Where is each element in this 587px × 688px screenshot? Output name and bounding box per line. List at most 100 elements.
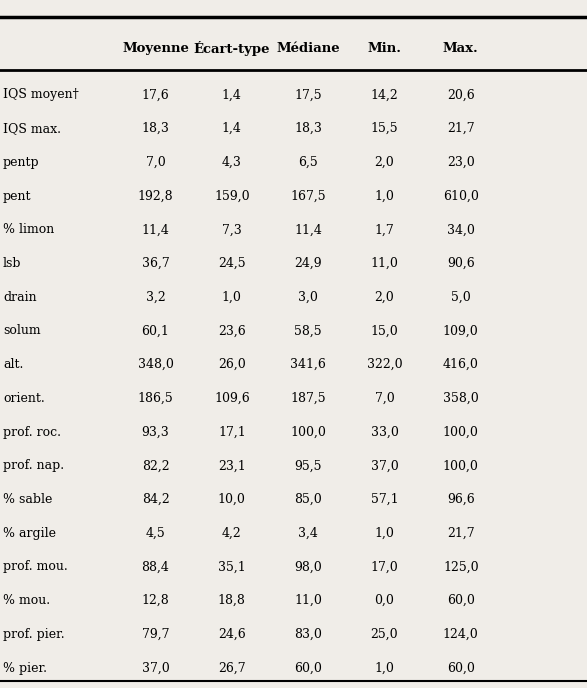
Text: % sable: % sable bbox=[3, 493, 52, 506]
Text: 23,6: 23,6 bbox=[218, 325, 246, 337]
Text: pentp: pentp bbox=[3, 156, 39, 169]
Text: % argile: % argile bbox=[3, 527, 56, 539]
Text: Moyenne: Moyenne bbox=[122, 42, 189, 54]
Text: 24,5: 24,5 bbox=[218, 257, 246, 270]
Text: 18,8: 18,8 bbox=[218, 594, 246, 607]
Text: 610,0: 610,0 bbox=[443, 190, 479, 202]
Text: 1,0: 1,0 bbox=[375, 662, 394, 674]
Text: 15,0: 15,0 bbox=[370, 325, 399, 337]
Text: 20,6: 20,6 bbox=[447, 89, 475, 101]
Text: 98,0: 98,0 bbox=[294, 561, 322, 573]
Text: 348,0: 348,0 bbox=[137, 358, 174, 371]
Text: 3,0: 3,0 bbox=[298, 291, 318, 303]
Text: 17,1: 17,1 bbox=[218, 426, 246, 438]
Text: 11,4: 11,4 bbox=[141, 224, 170, 236]
Text: 12,8: 12,8 bbox=[141, 594, 170, 607]
Text: 0,0: 0,0 bbox=[375, 594, 394, 607]
Text: 36,7: 36,7 bbox=[141, 257, 170, 270]
Text: solum: solum bbox=[3, 325, 41, 337]
Text: 109,0: 109,0 bbox=[443, 325, 478, 337]
Text: drain: drain bbox=[3, 291, 36, 303]
Text: 60,0: 60,0 bbox=[294, 662, 322, 674]
Text: 90,6: 90,6 bbox=[447, 257, 475, 270]
Text: 1,0: 1,0 bbox=[375, 190, 394, 202]
Text: 18,3: 18,3 bbox=[141, 122, 170, 135]
Text: 17,5: 17,5 bbox=[294, 89, 322, 101]
Text: 3,2: 3,2 bbox=[146, 291, 166, 303]
Text: Écart-type: Écart-type bbox=[194, 41, 270, 56]
Text: 96,6: 96,6 bbox=[447, 493, 475, 506]
Text: prof. nap.: prof. nap. bbox=[3, 460, 64, 472]
Text: 23,0: 23,0 bbox=[447, 156, 475, 169]
Text: 2,0: 2,0 bbox=[375, 291, 394, 303]
Text: 125,0: 125,0 bbox=[443, 561, 478, 573]
Text: 100,0: 100,0 bbox=[443, 460, 479, 472]
Text: 60,0: 60,0 bbox=[447, 594, 475, 607]
Text: 7,3: 7,3 bbox=[222, 224, 242, 236]
Text: prof. mou.: prof. mou. bbox=[3, 561, 68, 573]
Text: 21,7: 21,7 bbox=[447, 527, 475, 539]
Text: orient.: orient. bbox=[3, 392, 45, 405]
Text: 358,0: 358,0 bbox=[443, 392, 478, 405]
Text: 341,6: 341,6 bbox=[290, 358, 326, 371]
Text: 3,4: 3,4 bbox=[298, 527, 318, 539]
Text: 159,0: 159,0 bbox=[214, 190, 249, 202]
Text: 10,0: 10,0 bbox=[218, 493, 246, 506]
Text: IQS max.: IQS max. bbox=[3, 122, 61, 135]
Text: 37,0: 37,0 bbox=[370, 460, 399, 472]
Text: 1,7: 1,7 bbox=[375, 224, 394, 236]
Text: 167,5: 167,5 bbox=[291, 190, 326, 202]
Text: 18,3: 18,3 bbox=[294, 122, 322, 135]
Text: 11,0: 11,0 bbox=[370, 257, 399, 270]
Text: prof. pier.: prof. pier. bbox=[3, 628, 65, 641]
Text: 109,6: 109,6 bbox=[214, 392, 249, 405]
Text: % mou.: % mou. bbox=[3, 594, 50, 607]
Text: 1,0: 1,0 bbox=[375, 527, 394, 539]
Text: 7,0: 7,0 bbox=[146, 156, 166, 169]
Text: 5,0: 5,0 bbox=[451, 291, 471, 303]
Text: 100,0: 100,0 bbox=[443, 426, 479, 438]
Text: 1,4: 1,4 bbox=[222, 89, 242, 101]
Text: 192,8: 192,8 bbox=[138, 190, 173, 202]
Text: 1,0: 1,0 bbox=[222, 291, 242, 303]
Text: 17,6: 17,6 bbox=[141, 89, 170, 101]
Text: 57,1: 57,1 bbox=[370, 493, 399, 506]
Text: 33,0: 33,0 bbox=[370, 426, 399, 438]
Text: 416,0: 416,0 bbox=[443, 358, 479, 371]
Text: prof. roc.: prof. roc. bbox=[3, 426, 61, 438]
Text: 25,0: 25,0 bbox=[370, 628, 399, 641]
Text: 100,0: 100,0 bbox=[290, 426, 326, 438]
Text: 60,1: 60,1 bbox=[141, 325, 170, 337]
Text: Max.: Max. bbox=[443, 42, 478, 54]
Text: IQS moyen†: IQS moyen† bbox=[3, 89, 79, 101]
Text: 7,0: 7,0 bbox=[375, 392, 394, 405]
Text: 6,5: 6,5 bbox=[298, 156, 318, 169]
Text: 60,0: 60,0 bbox=[447, 662, 475, 674]
Text: 88,4: 88,4 bbox=[141, 561, 170, 573]
Text: 35,1: 35,1 bbox=[218, 561, 246, 573]
Text: 26,0: 26,0 bbox=[218, 358, 246, 371]
Text: 21,7: 21,7 bbox=[447, 122, 475, 135]
Text: 24,9: 24,9 bbox=[294, 257, 322, 270]
Text: % pier.: % pier. bbox=[3, 662, 47, 674]
Text: 187,5: 187,5 bbox=[291, 392, 326, 405]
Text: 4,3: 4,3 bbox=[222, 156, 242, 169]
Text: % limon: % limon bbox=[3, 224, 54, 236]
Text: 11,0: 11,0 bbox=[294, 594, 322, 607]
Text: 93,3: 93,3 bbox=[141, 426, 170, 438]
Text: 37,0: 37,0 bbox=[141, 662, 170, 674]
Text: 83,0: 83,0 bbox=[294, 628, 322, 641]
Text: 186,5: 186,5 bbox=[138, 392, 173, 405]
Text: pent: pent bbox=[3, 190, 32, 202]
Text: 11,4: 11,4 bbox=[294, 224, 322, 236]
Text: 23,1: 23,1 bbox=[218, 460, 246, 472]
Text: 17,0: 17,0 bbox=[370, 561, 399, 573]
Text: 4,5: 4,5 bbox=[146, 527, 166, 539]
Text: 95,5: 95,5 bbox=[295, 460, 322, 472]
Text: 2,0: 2,0 bbox=[375, 156, 394, 169]
Text: 26,7: 26,7 bbox=[218, 662, 246, 674]
Text: 14,2: 14,2 bbox=[370, 89, 399, 101]
Text: 58,5: 58,5 bbox=[294, 325, 322, 337]
Text: Médiane: Médiane bbox=[276, 42, 340, 54]
Text: lsb: lsb bbox=[3, 257, 22, 270]
